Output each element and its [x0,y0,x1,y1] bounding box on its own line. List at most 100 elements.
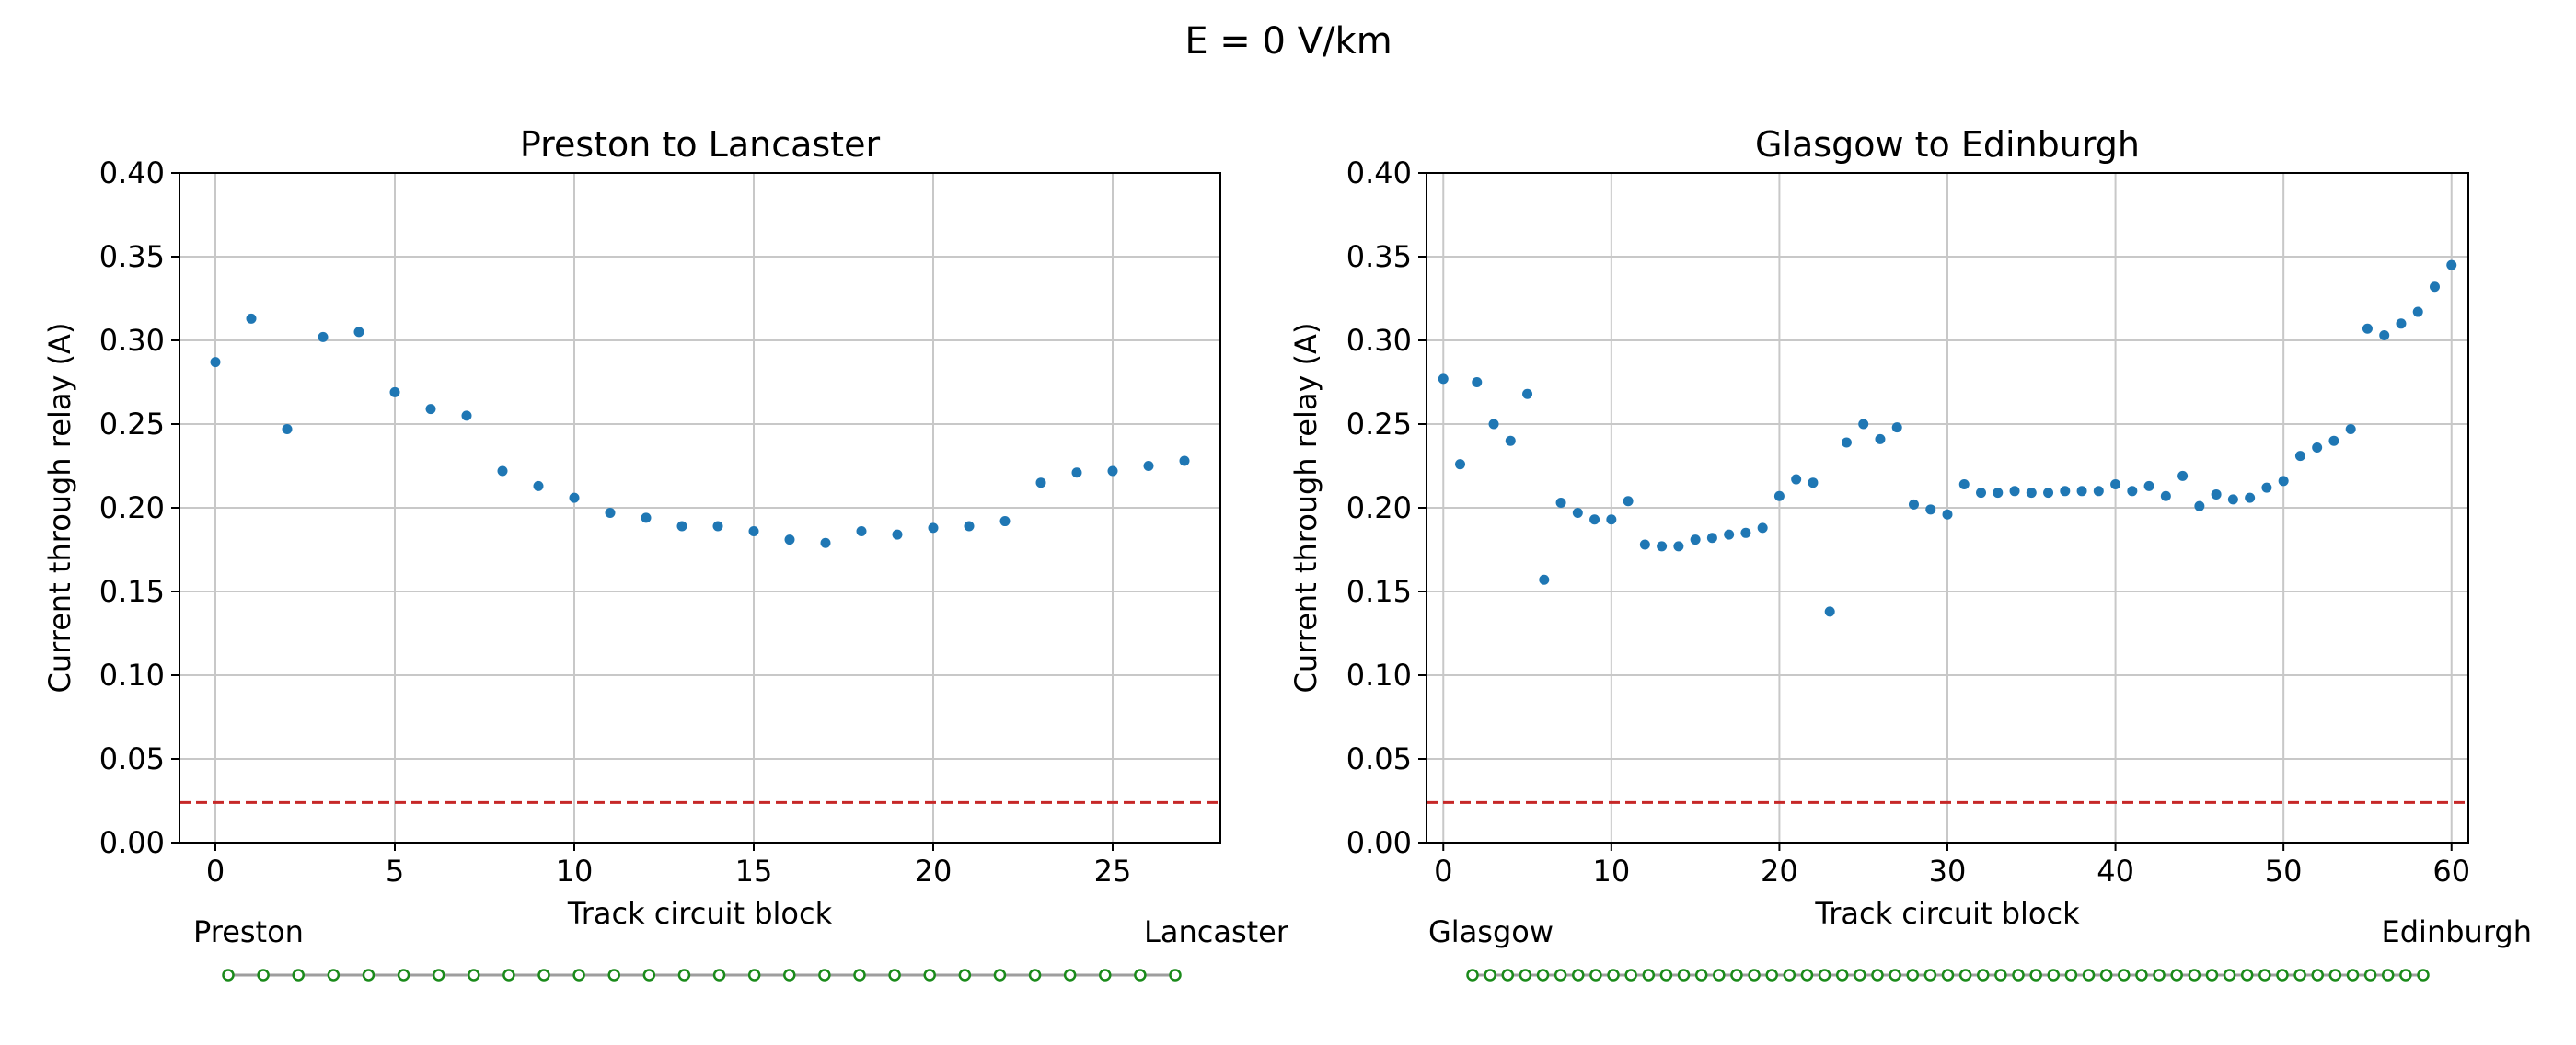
track-node [958,969,972,982]
track-node [818,969,831,982]
track-node [1713,969,1726,982]
data-point [2312,442,2323,453]
data-point [1942,509,1953,520]
y-tick-label: 0.00 [99,825,165,860]
y-tick-label: 0.15 [1346,574,1412,609]
data-point [1505,435,1516,446]
track-node [257,969,270,982]
data-point [2446,259,2457,270]
track-node [1642,969,1656,982]
track-node [432,969,445,982]
y-tick-label: 0.05 [99,741,165,776]
data-point [1035,477,1046,488]
track-node [888,969,901,982]
track-node [1134,969,1147,982]
data-point [353,327,364,338]
data-point [389,386,400,397]
y-tick-label: 0.20 [1346,490,1412,525]
data-point [1690,534,1701,545]
figure-title: E = 0 V/km [1184,20,1392,63]
y-tick-label: 0.20 [99,490,165,525]
track-node [1589,969,1602,982]
data-point [999,516,1011,527]
data-point [1891,422,1902,433]
track-node [1941,969,1955,982]
data-point [569,492,580,503]
y-tick-label: 0.35 [1346,239,1412,274]
track-node [1889,969,1901,982]
track-node [1923,969,1937,982]
data-point [2194,500,2205,511]
y-tick-label: 0.30 [1346,323,1412,358]
track-node [1501,969,1515,982]
track-node [327,969,341,982]
track-node [1748,969,1761,982]
track-node [783,969,796,982]
track-node [1906,969,1919,982]
x-tick-label: 10 [1592,854,1630,889]
data-point [748,525,759,536]
track-node [1958,969,1972,982]
track-node [1169,969,1182,982]
x-axis-label: Track circuit block [567,896,833,931]
track-node [712,969,726,982]
track-node [853,969,866,982]
data-point [820,537,831,548]
y-axis-label: Current through relay (A) [1288,323,1323,694]
track-node [1028,969,1042,982]
track-node [2399,969,2412,982]
y-tick-label: 0.35 [99,239,165,274]
x-tick-label: 30 [1929,854,1967,889]
x-tick-label: 5 [386,854,404,889]
track-node [2293,969,2306,982]
data-point [1623,496,1634,507]
track-node [2240,969,2254,982]
data-point [497,465,508,477]
data-point [2143,480,2154,491]
track-node [642,969,656,982]
track-node [2029,969,2042,982]
track-node [2328,969,2342,982]
y-tick-label: 0.15 [99,574,165,609]
y-tick-label: 0.10 [1346,658,1412,693]
data-point [1791,474,1802,485]
data-point [1925,504,1936,515]
track-node [1694,969,1708,982]
track-node [2258,969,2271,982]
data-point [318,331,329,342]
track-node [1994,969,2007,982]
track-node [607,969,620,982]
track-node [1099,969,1112,982]
plots: 0 5 10 15 20 25 0.00 0.05 0.10 0.15 0.20 0.25 0.30 0.… [42,124,2532,982]
data-point [1740,527,1751,538]
data-point [1757,522,1768,534]
track-node [1977,969,1990,982]
track-node [2346,969,2360,982]
track-node [1730,969,1743,982]
track-node [2188,969,2201,982]
data-point [2211,488,2222,500]
data-point [605,507,616,518]
data-point [1488,419,1499,430]
track-node [2311,969,2324,982]
track-node [677,969,691,982]
data-point [964,521,975,532]
x-tick-label: 50 [2265,854,2303,889]
data-point [2060,486,2071,497]
x-tick-label: 0 [206,854,225,889]
y-tick-label: 0.10 [99,658,165,693]
track-node [1871,969,1884,982]
data-point [1958,479,1970,490]
track-node [1519,969,1532,982]
chart-title: Glasgow to Edinburgh [1755,124,2140,165]
x-axis-label: Track circuit block [1814,896,2080,931]
track-node [1783,969,1796,982]
data-point [1555,498,1566,509]
data-point [1673,541,1684,552]
data-point [1438,373,1449,385]
end-station-label: Lancaster [1144,914,1289,949]
track-node [1835,969,1849,982]
y-tick-label: 0.30 [99,323,165,358]
data-point [1976,488,1987,499]
